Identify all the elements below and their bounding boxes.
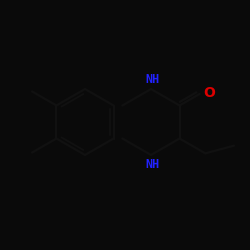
Text: O: O (204, 86, 216, 100)
Text: NH: NH (145, 158, 159, 171)
Text: NH: NH (145, 73, 159, 86)
